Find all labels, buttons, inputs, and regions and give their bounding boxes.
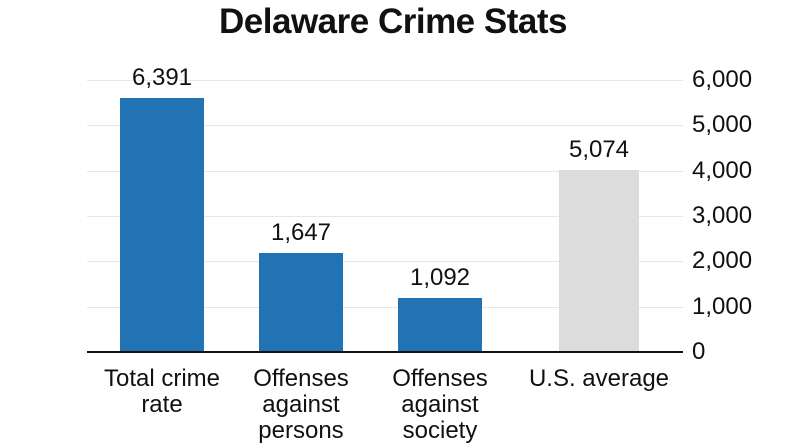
- category-label: Offenses against persons: [253, 365, 349, 444]
- category-label: U.S. average: [528, 365, 670, 392]
- gridline-6000: [87, 80, 683, 81]
- y-tick-label-2000: 2,000: [692, 247, 753, 274]
- bar-value-label: 5,074: [568, 136, 630, 164]
- gridline-3000: [87, 216, 683, 217]
- bar-u-s-average: [559, 170, 639, 352]
- x-axis-line: [87, 351, 683, 353]
- y-tick-label-3000: 3,000: [692, 202, 753, 229]
- y-tick-label-0: 0: [692, 338, 706, 365]
- gridline-5000: [87, 125, 683, 126]
- y-tick-label-1000: 1,000: [692, 293, 753, 320]
- y-tick-label-5000: 5,000: [692, 111, 753, 138]
- chart-title: Delaware Crime Stats: [219, 2, 567, 41]
- bar-value-label: 1,647: [270, 218, 332, 246]
- bar-offenses-against-persons: [259, 252, 343, 352]
- gridline-4000: [87, 171, 683, 172]
- category-label: Offenses against society: [392, 365, 488, 444]
- bar-total-crime-rate: [120, 97, 204, 352]
- bar-value-label: 1,092: [409, 264, 471, 292]
- gridline-2000: [87, 261, 683, 262]
- y-tick-label-4000: 4,000: [692, 157, 753, 184]
- gridline-1000: [87, 307, 683, 308]
- bar-offenses-against-society: [398, 298, 482, 352]
- bar-value-label: 6,391: [131, 63, 193, 91]
- category-label: Total crime rate: [103, 365, 221, 418]
- y-tick-label-6000: 6,000: [692, 66, 753, 93]
